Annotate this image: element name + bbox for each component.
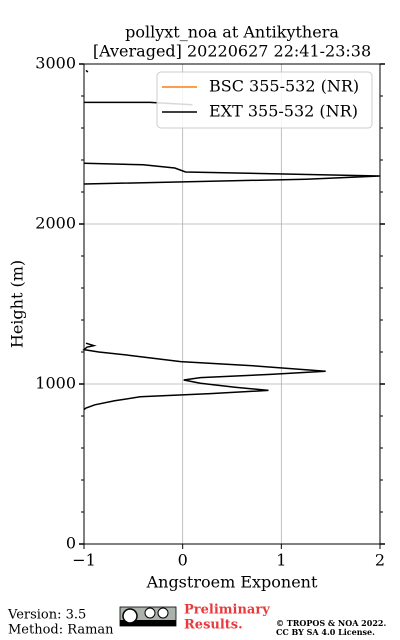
legend-label: BSC 355-532 (NR) <box>209 77 359 96</box>
legend-box <box>156 71 373 129</box>
preliminary: Results. <box>184 618 243 633</box>
x-tick-label: 2 <box>375 551 385 570</box>
line <box>82 69 381 411</box>
y-tick-label: 3000 <box>35 54 76 73</box>
plot-frame <box>83 63 381 545</box>
y-tick-label: 1000 <box>35 374 76 393</box>
chart-subtitle: [Averaged] 20220627 22:41-23:38 <box>93 42 371 61</box>
license: CC BY SA 4.0 License. <box>276 627 375 637</box>
x-tick-label: 1 <box>276 551 286 570</box>
x-axis-label: Angstroem Exponent <box>146 573 318 592</box>
preliminary: Preliminary <box>184 603 270 618</box>
x-tick-label: −1 <box>72 551 96 570</box>
y-tick-label: 0 <box>66 534 76 553</box>
license: © TROPOS & NOA 2022. <box>276 618 386 628</box>
method: Method: Raman <box>8 623 114 638</box>
legend-label: EXT 355-532 (NR) <box>209 102 358 121</box>
y-axis-label: Height (m) <box>8 260 27 348</box>
x-tick-label: 0 <box>178 551 188 570</box>
cc-badge <box>119 606 177 627</box>
y-tick-label: 2000 <box>35 214 76 233</box>
version: Version: 3.5 <box>7 608 86 623</box>
chart-title: pollyxt_noa at Antikythera <box>125 23 339 42</box>
